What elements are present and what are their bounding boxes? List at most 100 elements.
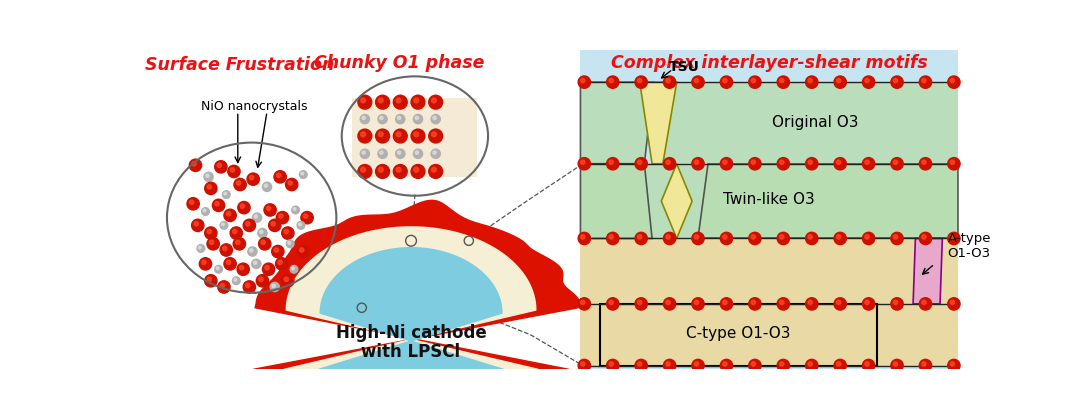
- Circle shape: [806, 232, 818, 244]
- Circle shape: [834, 232, 847, 244]
- Circle shape: [663, 359, 676, 372]
- Circle shape: [581, 160, 585, 164]
- Circle shape: [891, 232, 903, 244]
- Circle shape: [893, 78, 897, 83]
- Circle shape: [205, 227, 217, 239]
- Circle shape: [694, 235, 699, 239]
- Circle shape: [863, 232, 875, 244]
- Bar: [580, 304, 958, 366]
- Circle shape: [207, 229, 212, 234]
- Bar: [580, 239, 958, 304]
- Circle shape: [635, 298, 647, 310]
- Circle shape: [921, 362, 926, 366]
- Circle shape: [720, 298, 732, 310]
- Circle shape: [666, 300, 671, 305]
- Circle shape: [921, 235, 926, 239]
- Circle shape: [607, 359, 619, 372]
- Circle shape: [609, 362, 613, 366]
- Circle shape: [397, 116, 401, 120]
- Circle shape: [395, 149, 405, 159]
- Circle shape: [224, 258, 237, 270]
- Circle shape: [637, 300, 642, 305]
- Circle shape: [378, 98, 383, 103]
- Circle shape: [950, 300, 955, 305]
- Circle shape: [635, 359, 647, 372]
- Circle shape: [259, 277, 264, 281]
- Text: TSU: TSU: [669, 60, 700, 74]
- Circle shape: [919, 359, 932, 372]
- Circle shape: [581, 78, 585, 83]
- Circle shape: [863, 76, 875, 88]
- Text: Complex interlayer-shear motifs: Complex interlayer-shear motifs: [610, 54, 928, 72]
- Circle shape: [396, 132, 401, 137]
- Circle shape: [752, 235, 756, 239]
- Circle shape: [609, 78, 613, 83]
- Circle shape: [232, 277, 240, 285]
- Polygon shape: [913, 239, 943, 304]
- Circle shape: [197, 244, 205, 252]
- Circle shape: [393, 129, 407, 143]
- Circle shape: [285, 178, 298, 191]
- Circle shape: [429, 129, 443, 143]
- Circle shape: [294, 208, 296, 210]
- Circle shape: [205, 182, 217, 195]
- Circle shape: [284, 229, 288, 234]
- Circle shape: [432, 167, 436, 172]
- Circle shape: [210, 240, 214, 244]
- Circle shape: [362, 116, 365, 120]
- Circle shape: [414, 98, 419, 103]
- Polygon shape: [319, 248, 503, 369]
- Circle shape: [780, 78, 784, 83]
- Circle shape: [609, 300, 613, 305]
- Circle shape: [265, 184, 268, 187]
- Circle shape: [780, 235, 784, 239]
- Bar: [352, 98, 476, 177]
- Circle shape: [919, 76, 932, 88]
- Circle shape: [245, 283, 249, 288]
- Circle shape: [299, 223, 301, 226]
- Circle shape: [227, 212, 231, 216]
- Circle shape: [663, 298, 676, 310]
- Circle shape: [723, 362, 727, 366]
- Circle shape: [222, 191, 230, 198]
- Circle shape: [207, 238, 219, 250]
- Circle shape: [228, 165, 240, 178]
- Circle shape: [237, 263, 249, 276]
- Circle shape: [264, 204, 276, 216]
- Circle shape: [748, 76, 761, 88]
- Circle shape: [272, 245, 284, 258]
- Circle shape: [272, 284, 275, 288]
- Circle shape: [270, 282, 280, 292]
- Text: with LPSCl: with LPSCl: [362, 343, 460, 361]
- Circle shape: [215, 202, 219, 206]
- Circle shape: [205, 275, 217, 287]
- Circle shape: [247, 173, 259, 186]
- Circle shape: [303, 214, 308, 218]
- Circle shape: [865, 362, 869, 366]
- Circle shape: [376, 129, 390, 143]
- Circle shape: [216, 267, 219, 270]
- Circle shape: [292, 267, 295, 270]
- Circle shape: [891, 158, 903, 170]
- Circle shape: [215, 266, 222, 273]
- Circle shape: [948, 232, 960, 244]
- Circle shape: [245, 222, 249, 226]
- Circle shape: [411, 164, 424, 178]
- Circle shape: [279, 214, 283, 218]
- Circle shape: [834, 359, 847, 372]
- Circle shape: [752, 300, 756, 305]
- Circle shape: [220, 283, 225, 288]
- Circle shape: [282, 227, 294, 239]
- Circle shape: [806, 359, 818, 372]
- Circle shape: [199, 246, 201, 249]
- Circle shape: [395, 115, 405, 124]
- Circle shape: [837, 235, 841, 239]
- Circle shape: [299, 248, 303, 252]
- Circle shape: [666, 235, 671, 239]
- Text: C-type O1-O3: C-type O1-O3: [686, 326, 791, 341]
- Circle shape: [378, 115, 387, 124]
- Circle shape: [253, 213, 261, 222]
- Circle shape: [666, 78, 671, 83]
- Circle shape: [748, 158, 761, 170]
- Circle shape: [378, 167, 383, 172]
